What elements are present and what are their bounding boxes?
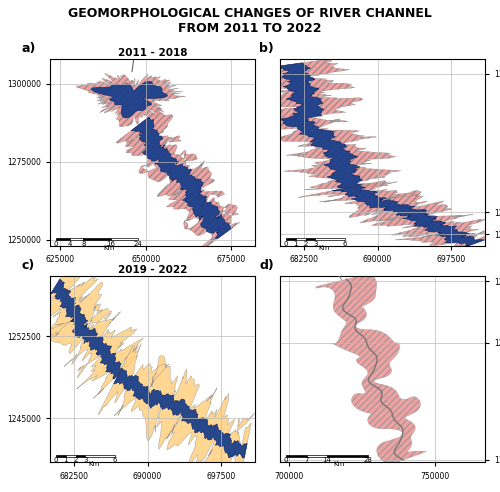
- Bar: [316, 238, 344, 241]
- Text: 14: 14: [322, 458, 332, 463]
- Polygon shape: [32, 258, 144, 399]
- Bar: [86, 455, 114, 457]
- Text: 3: 3: [83, 458, 87, 463]
- Text: a): a): [22, 42, 36, 55]
- Polygon shape: [332, 185, 485, 246]
- Bar: [286, 238, 296, 241]
- Polygon shape: [116, 108, 240, 250]
- Bar: [296, 238, 306, 241]
- Text: 0: 0: [284, 458, 288, 463]
- Title: 2019 - 2022: 2019 - 2022: [118, 265, 187, 275]
- Polygon shape: [98, 343, 254, 488]
- Bar: [327, 455, 368, 457]
- Polygon shape: [316, 274, 426, 466]
- Text: 0: 0: [284, 241, 288, 247]
- Text: d): d): [260, 259, 274, 272]
- Bar: [111, 238, 138, 241]
- Text: 6: 6: [112, 458, 117, 463]
- Text: 0: 0: [54, 458, 58, 463]
- Text: 28: 28: [364, 458, 372, 463]
- Polygon shape: [132, 117, 232, 239]
- Title: 2011 - 2018: 2011 - 2018: [118, 48, 187, 58]
- Bar: [56, 455, 66, 457]
- Bar: [66, 455, 76, 457]
- Text: Km: Km: [88, 461, 100, 467]
- Text: 1: 1: [294, 241, 298, 247]
- Text: 16: 16: [106, 241, 116, 247]
- Text: b): b): [260, 42, 274, 55]
- Text: Km: Km: [334, 461, 345, 467]
- Text: 2: 2: [304, 241, 308, 247]
- Text: 24: 24: [134, 241, 142, 247]
- Bar: [286, 455, 306, 457]
- Text: 1: 1: [64, 458, 68, 463]
- Bar: [70, 238, 84, 241]
- Text: 2: 2: [74, 458, 78, 463]
- Polygon shape: [76, 73, 186, 127]
- Text: GEOMORPHOLOGICAL CHANGES OF RIVER CHANNEL
FROM 2011 TO 2022: GEOMORPHOLOGICAL CHANGES OF RIVER CHANNE…: [68, 7, 432, 35]
- Bar: [84, 238, 111, 241]
- Text: 0: 0: [54, 241, 58, 247]
- Polygon shape: [50, 279, 124, 379]
- Text: 7: 7: [304, 458, 309, 463]
- Text: Km: Km: [318, 245, 330, 250]
- Text: 8: 8: [81, 241, 86, 247]
- Text: c): c): [22, 259, 35, 272]
- Bar: [306, 238, 316, 241]
- Polygon shape: [92, 81, 168, 118]
- Polygon shape: [236, 59, 401, 190]
- Bar: [56, 238, 70, 241]
- Text: 4: 4: [68, 241, 72, 247]
- Bar: [306, 455, 327, 457]
- Text: 6: 6: [342, 241, 347, 247]
- Polygon shape: [298, 181, 500, 254]
- Text: Km: Km: [104, 245, 115, 250]
- Polygon shape: [114, 368, 247, 458]
- Polygon shape: [272, 63, 365, 188]
- Bar: [76, 455, 86, 457]
- Text: 3: 3: [313, 241, 318, 247]
